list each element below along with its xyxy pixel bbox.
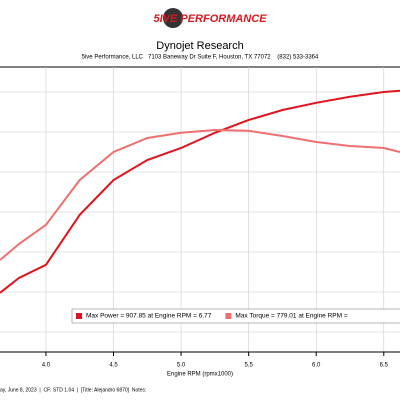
x-tick-label: 4.5 bbox=[109, 363, 118, 369]
legend-label: Max Power = 907.85 at Engine RPM = 6.77 bbox=[86, 313, 212, 320]
series-line bbox=[0, 89, 400, 294]
footer: ay, June 8, 2023 | CF: STD 1.04 | [Title… bbox=[0, 387, 146, 393]
logo: 5IVE PERFORMANCE bbox=[153, 13, 267, 25]
x-tick-label: 6.5 bbox=[380, 363, 389, 369]
chart-title: Dynojet Research bbox=[156, 40, 243, 52]
legend-swatch bbox=[225, 313, 232, 319]
x-tick-label: 5.5 bbox=[244, 363, 253, 369]
series-line bbox=[0, 128, 400, 261]
legend-label: Max Torque = 779.01 at Engine RPM = bbox=[235, 313, 347, 320]
x-tick-label: 6.0 bbox=[312, 363, 321, 369]
legend-swatch bbox=[76, 313, 82, 319]
logo-icon bbox=[163, 8, 183, 28]
legend-box bbox=[71, 308, 400, 324]
x-tick-label: 4.0 bbox=[42, 363, 51, 369]
chart-subtitle: 5ive Performance, LLC 7103 Baneway Dr Su… bbox=[82, 55, 319, 61]
x-axis-label: Engine RPM (rpmx1000) bbox=[167, 372, 233, 378]
x-tick-label: 5.0 bbox=[177, 363, 186, 369]
